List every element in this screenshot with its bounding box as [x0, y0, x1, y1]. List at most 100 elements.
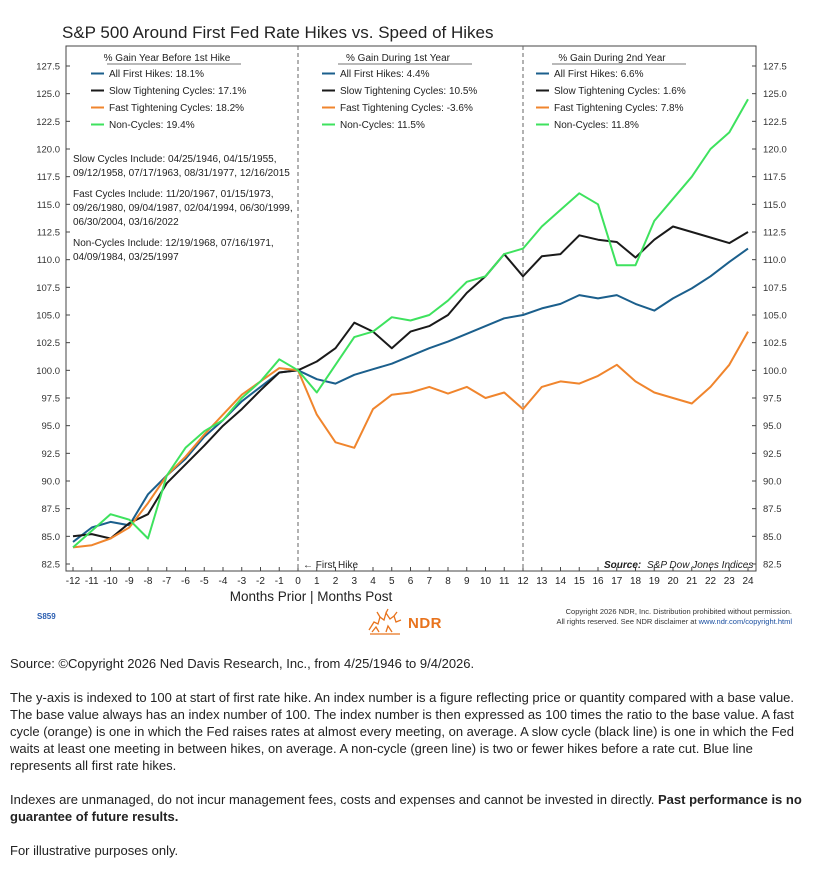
y-tick-label-left: 82.5 [42, 560, 61, 571]
x-tick-label: -11 [85, 576, 99, 587]
y-tick-label-right: 95.0 [763, 421, 782, 432]
y-tick-label-left: 105.0 [36, 311, 60, 322]
caption-explanation: The y-axis is indexed to 100 at start of… [10, 690, 795, 773]
x-tick-label: -12 [66, 576, 81, 587]
x-tick-label: -3 [237, 576, 246, 587]
y-tick-label-right: 127.5 [763, 62, 787, 73]
legend-entry: Non-Cycles: 11.5% [340, 120, 425, 131]
y-tick-label-left: 90.0 [42, 477, 61, 488]
y-tick-label-left: 85.0 [42, 532, 61, 543]
x-tick-label: 16 [592, 576, 604, 587]
legend-column-heading: % Gain During 1st Year [346, 53, 451, 64]
x-tick-label: 2 [333, 576, 339, 587]
y-tick-label-right: 120.0 [763, 145, 787, 156]
y-tick-label-right: 87.5 [763, 504, 782, 515]
y-tick-label-right: 102.5 [763, 338, 787, 349]
x-tick-label: -2 [256, 576, 265, 587]
x-tick-label: 24 [742, 576, 754, 587]
x-tick-label: 11 [499, 576, 510, 587]
copyright-line-1: Copyright 2026 NDR, Inc. Distribution pr… [565, 607, 792, 616]
y-tick-label-right: 125.0 [763, 89, 787, 100]
legend-column-heading: % Gain During 2nd Year [558, 53, 666, 64]
caption-illustrative: For illustrative purposes only. [10, 843, 179, 858]
y-tick-label-left: 125.0 [36, 89, 60, 100]
copyright-line-2-text: All rights reserved. See NDR disclaimer … [556, 617, 699, 626]
legend-entry: Slow Tightening Cycles: 17.1% [109, 86, 246, 97]
y-tick-label-left: 87.5 [42, 504, 61, 515]
legend-entry: Fast Tightening Cycles: -3.6% [340, 103, 473, 114]
legend-entry: Non-Cycles: 19.4% [109, 120, 195, 131]
chart-title: S&P 500 Around First Fed Rate Hikes vs. … [62, 23, 494, 42]
y-tick-label-right: 117.5 [763, 172, 786, 183]
y-tick-label-left: 117.5 [37, 172, 60, 183]
copyright-line-2: All rights reserved. See NDR disclaimer … [556, 617, 792, 627]
cycle-note-line: Fast Cycles Include: 11/20/1967, 01/15/1… [73, 189, 274, 200]
x-tick-label: 13 [536, 576, 548, 587]
cycle-note-line: 09/12/1958, 07/17/1963, 08/31/1977, 12/1… [73, 168, 290, 179]
legend-entry: Non-Cycles: 11.8% [554, 120, 639, 131]
y-tick-label-right: 115.0 [763, 200, 786, 211]
y-tick-label-left: 100.0 [36, 366, 60, 377]
x-tick-label: 4 [370, 576, 376, 587]
x-tick-label: 0 [295, 576, 301, 587]
caption-disclaimer-text: Indexes are unmanaged, do not incur mana… [10, 792, 659, 807]
x-tick-label: -8 [144, 576, 153, 587]
y-tick-label-left: 122.5 [36, 117, 60, 128]
x-tick-label: -7 [162, 576, 171, 587]
y-tick-label-left: 115.0 [37, 200, 60, 211]
legend-entry: Fast Tightening Cycles: 18.2% [109, 103, 244, 114]
source-label: Source: [604, 560, 641, 571]
copyright-link[interactable]: www.ndr.com/copyright.html [698, 617, 792, 626]
y-tick-label-right: 85.0 [763, 532, 782, 543]
x-tick-label: 22 [705, 576, 717, 587]
chart-svg: S&P 500 Around First Fed Rate Hikes vs. … [36, 23, 787, 604]
legend-entry: Slow Tightening Cycles: 10.5% [340, 86, 477, 97]
x-tick-label: 10 [480, 576, 492, 587]
cycle-note-line: 04/09/1984, 03/25/1997 [73, 252, 179, 263]
x-tick-label: 5 [389, 576, 395, 587]
x-tick-label: -6 [181, 576, 190, 587]
chart-id: S859 [37, 612, 56, 621]
caption-disclaimer: Indexes are unmanaged, do not incur mana… [10, 791, 810, 825]
y-tick-label-right: 97.5 [763, 394, 782, 405]
x-tick-label: -5 [200, 576, 209, 587]
ndr-logo-text: NDR [408, 614, 442, 632]
x-tick-label: 23 [724, 576, 736, 587]
y-tick-label-right: 110.0 [763, 255, 786, 266]
legend-column-heading: % Gain Year Before 1st Hike [104, 53, 231, 64]
y-tick-label-left: 110.0 [37, 255, 60, 266]
y-tick-label-right: 107.5 [763, 283, 787, 294]
y-tick-label-right: 122.5 [763, 117, 787, 128]
series-line-fast-tightening-cycles [72, 331, 749, 549]
legend-entry: All First Hikes: 6.6% [554, 69, 644, 80]
legend-entry: Fast Tightening Cycles: 7.8% [554, 103, 684, 114]
x-tick-label: -9 [125, 576, 134, 587]
ndr-logo: NDR [366, 608, 442, 638]
caption-disclaimer-bold: Past performance is no guarantee of futu… [10, 792, 802, 824]
y-tick-label-right: 82.5 [763, 560, 782, 571]
series-line-all-first-hikes [72, 247, 749, 543]
y-tick-label-left: 95.0 [42, 421, 61, 432]
caption-source: Source: ©Copyright 2026 Ned Davis Resear… [10, 656, 475, 671]
x-tick-label: 7 [426, 576, 432, 587]
y-tick-label-left: 97.5 [42, 394, 61, 405]
x-tick-label: 6 [408, 576, 414, 587]
cycle-note-line: 06/30/2004, 03/16/2022 [73, 217, 179, 228]
y-tick-label-left: 120.0 [36, 145, 60, 156]
cycle-note-line: Slow Cycles Include: 04/25/1946, 04/15/1… [73, 154, 276, 165]
x-tick-label: 14 [555, 576, 567, 587]
x-tick-label: 8 [445, 576, 451, 587]
x-tick-label: -10 [103, 576, 118, 587]
ndr-bull-bear-icon [368, 608, 402, 635]
caption: Source: ©Copyright 2026 Ned Davis Resear… [10, 655, 810, 876]
x-tick-label: 17 [611, 576, 623, 587]
x-tick-label: 20 [667, 576, 679, 587]
x-tick-label: 19 [649, 576, 661, 587]
y-tick-label-left: 92.5 [42, 449, 61, 460]
x-tick-label: 3 [351, 576, 357, 587]
x-tick-label: 12 [517, 576, 529, 587]
y-tick-label-left: 107.5 [36, 283, 60, 294]
legend-entry: Slow Tightening Cycles: 1.6% [554, 86, 686, 97]
legend-entry: All First Hikes: 4.4% [340, 69, 430, 80]
x-tick-label: 18 [630, 576, 642, 587]
